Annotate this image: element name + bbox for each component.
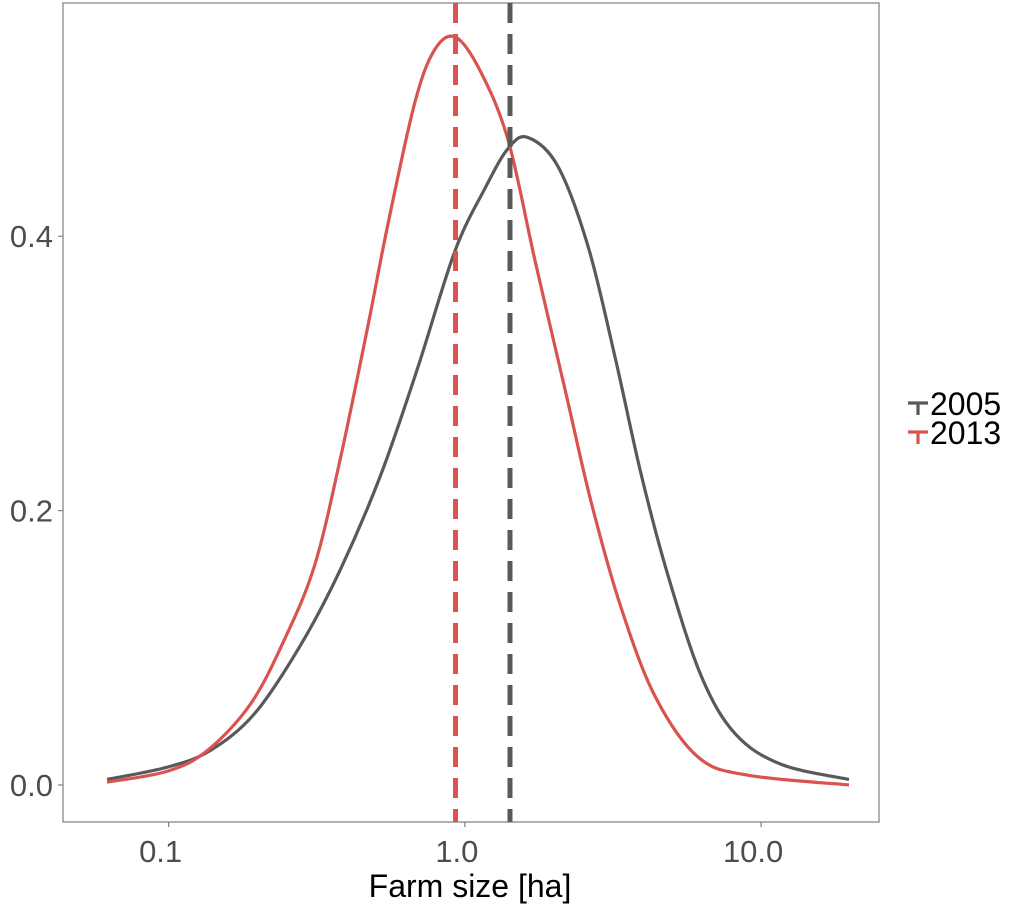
x-tick-label: 0.1 <box>139 834 182 869</box>
x-axis: 0.1 1.0 10.0 <box>139 822 783 869</box>
y-tick-label: 0.4 <box>10 219 53 254</box>
legend-label: 2005 <box>930 386 1001 422</box>
x-tick-label: 1.0 <box>435 834 478 869</box>
legend-label: 2013 <box>930 415 1001 451</box>
plot-panel <box>62 2 880 823</box>
series-lines <box>106 34 850 787</box>
legend-key-2013 <box>908 430 928 444</box>
y-tick-label: 0.2 <box>10 494 53 529</box>
y-tick-label: 0.0 <box>10 768 53 803</box>
median-lines <box>453 3 513 822</box>
x-axis-title: Farm size [ha] <box>369 868 572 904</box>
series-line-2013 <box>106 34 850 787</box>
y-axis: 0.0 0.2 0.4 <box>10 219 63 803</box>
series-line-2005 <box>106 135 850 782</box>
x-tick-label: 10.0 <box>723 834 783 869</box>
legend-key-2005 <box>908 401 928 415</box>
